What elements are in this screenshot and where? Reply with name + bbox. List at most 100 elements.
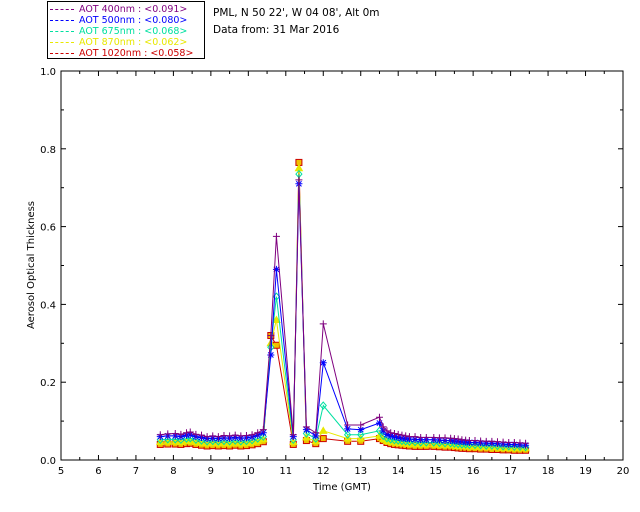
data-point-675nm — [319, 401, 327, 410]
data-point-400nm — [272, 232, 280, 240]
data-point-400nm — [267, 332, 275, 340]
y-axis-title: Aerosol Optical Thickness — [26, 201, 37, 329]
data-point-400nm — [242, 431, 250, 439]
data-point-400nm — [357, 421, 365, 429]
x-tick-label: 18 — [542, 466, 555, 477]
x-tick-label: 16 — [467, 466, 480, 477]
data-point-500nm — [375, 419, 383, 427]
x-tick-label: 6 — [95, 466, 101, 477]
y-tick-label: 1.0 — [40, 67, 56, 78]
y-tick-label: 0.8 — [40, 145, 56, 156]
x-tick-label: 14 — [392, 466, 405, 477]
data-point-400nm — [289, 431, 297, 439]
data-point-675nm — [259, 432, 267, 441]
legend-swatch-870nm — [50, 41, 74, 43]
x-tick-label: 17 — [504, 466, 517, 477]
data-point-675nm — [505, 442, 513, 451]
x-tick-label: 13 — [354, 466, 367, 477]
legend-entry-870nm: AOT 870nm : <0.062> — [50, 36, 187, 48]
data-point-400nm — [226, 432, 234, 440]
data-point-400nm — [198, 431, 205, 439]
data-point-400nm — [295, 176, 303, 184]
legend-entry-675nm: AOT 675nm : <0.068> — [50, 25, 187, 37]
axis-ticks: 5 6 7 8 9 10 11 12 13 14 15 16 17 18 19 20 0.0 0.2 0.4 0.6 0… — [40, 67, 629, 477]
legend-label-1020nm: AOT 1020nm : <0.058> — [79, 47, 194, 59]
data-point-675nm — [482, 441, 490, 450]
x-tick-label: 12 — [317, 466, 330, 477]
data-point-400nm — [383, 427, 391, 435]
data-point-400nm — [183, 429, 191, 437]
data-point-400nm — [302, 423, 310, 431]
legend-label-400nm: AOT 400nm : <0.091> — [79, 3, 188, 15]
data-point-400nm — [186, 428, 194, 436]
data-point-1020nm — [319, 435, 327, 443]
data-point-400nm — [192, 430, 200, 438]
data-point-400nm — [398, 431, 406, 439]
data-point-500nm — [267, 351, 275, 359]
data-point-500nm — [319, 359, 327, 367]
data-point-675nm — [499, 442, 507, 451]
x-tick-label: 20 — [617, 466, 630, 477]
data-point-500nm — [383, 430, 391, 438]
data-point-400nm — [164, 430, 172, 438]
series-1020nm — [156, 158, 530, 454]
legend-label-870nm: AOT 870nm : <0.062> — [79, 36, 188, 48]
data-point-400nm — [379, 423, 387, 431]
series-line-400nm — [160, 179, 526, 444]
legend-entry-1020nm: AOT 1020nm : <0.058> — [50, 47, 193, 59]
date-text: Data from: 31 Mar 2016 — [213, 24, 340, 36]
data-point-400nm — [209, 432, 217, 440]
data-point-400nm — [344, 421, 352, 429]
data-point-400nm — [254, 429, 262, 437]
data-point-400nm — [248, 431, 256, 439]
data-point-500nm — [344, 425, 352, 433]
x-axis-title: Time (GMT) — [312, 482, 371, 493]
data-point-675nm — [510, 442, 519, 452]
data-point-675nm — [516, 442, 524, 452]
data-point-870nm — [318, 426, 328, 434]
x-tick-label: 5 — [58, 466, 64, 477]
series-400nm — [156, 176, 530, 447]
data-point-400nm — [214, 433, 222, 441]
data-point-400nm — [411, 433, 419, 441]
data-point-400nm — [312, 429, 320, 437]
data-point-500nm — [272, 265, 280, 273]
x-tick-label: 15 — [429, 466, 442, 477]
y-tick-label: 0.4 — [40, 300, 56, 311]
data-point-870nm — [272, 315, 281, 323]
data-point-500nm — [357, 426, 365, 434]
y-tick-label: 0.6 — [40, 223, 56, 234]
data-point-400nm — [259, 426, 267, 434]
legend-swatch-500nm — [50, 19, 74, 21]
data-point-675nm — [493, 441, 502, 451]
data-point-400nm — [231, 431, 239, 439]
data-point-675nm — [488, 441, 496, 450]
series-675nm — [156, 169, 530, 452]
legend-swatch-675nm — [50, 30, 74, 32]
x-tick-label: 19 — [579, 466, 592, 477]
legend-swatch-1020nm — [50, 52, 74, 54]
x-tick-label: 9 — [208, 466, 214, 477]
data-point-400nm — [422, 433, 430, 441]
series-870nm — [155, 163, 530, 452]
data-point-400nm — [387, 429, 395, 437]
legend-label-500nm: AOT 500nm : <0.080> — [79, 14, 188, 26]
series-layer — [155, 158, 530, 454]
data-point-400nm — [171, 430, 179, 438]
y-tick-label: 0.2 — [40, 378, 56, 389]
data-point-675nm — [343, 430, 352, 439]
legend-entry-400nm: AOT 400nm : <0.091> — [50, 3, 187, 15]
data-point-400nm — [375, 413, 383, 421]
data-point-400nm — [319, 320, 327, 328]
data-point-675nm — [357, 430, 365, 439]
data-point-675nm — [471, 440, 479, 450]
data-point-400nm — [203, 433, 211, 441]
x-tick-label: 11 — [279, 466, 292, 477]
legend: AOT 400nm : <0.091> AOT 500nm : <0.080> … — [47, 1, 205, 59]
legend-label-675nm: AOT 675nm : <0.068> — [79, 25, 188, 37]
legend-entry-500nm: AOT 500nm : <0.080> — [50, 14, 187, 26]
data-point-500nm — [379, 427, 387, 435]
data-point-675nm — [302, 429, 311, 438]
y-tick-label: 0.0 — [40, 456, 56, 467]
